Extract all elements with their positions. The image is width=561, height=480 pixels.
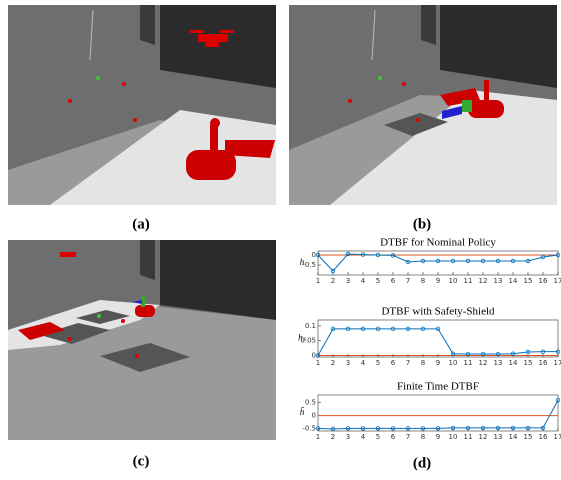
y-tick-label: 0: [312, 251, 316, 259]
x-tick-label: 6: [391, 433, 396, 441]
x-tick-label: 8: [421, 277, 425, 285]
panel-label: (d): [413, 455, 431, 471]
x-tick-label: 15: [524, 359, 533, 367]
x-tick-label: 12: [479, 277, 488, 285]
x-tick-label: 5: [376, 433, 380, 441]
chart-title: DTBF with Safety-Shield: [381, 306, 495, 318]
x-tick-label: 4: [361, 277, 366, 285]
x-tick-label: 4: [361, 359, 366, 367]
x-tick-label: 9: [436, 433, 440, 441]
x-tick-label: 3: [346, 433, 350, 441]
y-tick-label: 0.5: [305, 399, 316, 407]
x-tick-label: 15: [524, 433, 533, 441]
x-tick-label: 2: [331, 277, 335, 285]
x-tick-label: 8: [421, 433, 425, 441]
figure: DTBF for Nominal Policyh-0.5012345678910…: [0, 0, 561, 480]
x-tick-label: 14: [509, 359, 518, 367]
plot-area: [318, 320, 558, 357]
x-tick-label: 15: [524, 277, 533, 285]
y-tick-label: -0.5: [302, 424, 316, 432]
x-tick-label: 4: [361, 433, 366, 441]
x-tick-label: 14: [509, 433, 518, 441]
chart-title: Finite Time DTBF: [397, 381, 479, 393]
x-tick-label: 16: [539, 359, 548, 367]
x-tick-label: 11: [464, 359, 473, 367]
x-tick-label: 14: [509, 277, 518, 285]
x-tick-label: 7: [406, 359, 410, 367]
x-tick-label: 17: [554, 433, 561, 441]
panel-label: (a): [132, 216, 150, 232]
x-tick-label: 11: [464, 277, 473, 285]
x-tick-label: 6: [391, 359, 396, 367]
y-tick-label: 0.05: [300, 337, 316, 345]
chart-title: DTBF for Nominal Policy: [380, 237, 496, 249]
x-tick-label: 2: [331, 433, 335, 441]
render-b: [289, 5, 557, 205]
x-tick-label: 3: [346, 359, 350, 367]
x-tick-label: 11: [464, 433, 473, 441]
render-a: [8, 5, 276, 205]
y-tick-label: -0.5: [302, 261, 316, 269]
x-tick-label: 12: [479, 433, 488, 441]
panel-label: (c): [133, 453, 150, 469]
x-tick-label: 13: [494, 359, 503, 367]
x-tick-label: 9: [436, 359, 440, 367]
x-tick-label: 16: [539, 277, 548, 285]
x-tick-label: 16: [539, 433, 548, 441]
x-tick-label: 17: [554, 359, 561, 367]
x-tick-label: 2: [331, 359, 335, 367]
x-tick-label: 5: [376, 277, 380, 285]
x-tick-label: 1: [316, 359, 320, 367]
panel-label: (b): [413, 216, 431, 232]
x-tick-label: 13: [494, 277, 503, 285]
x-tick-label: 17: [554, 277, 561, 285]
x-tick-label: 10: [449, 433, 458, 441]
x-tick-label: 12: [479, 359, 488, 367]
x-tick-label: 3: [346, 277, 350, 285]
x-tick-label: 5: [376, 359, 380, 367]
x-tick-label: 9: [436, 277, 440, 285]
x-tick-label: 7: [406, 433, 410, 441]
x-tick-label: 1: [316, 277, 320, 285]
x-tick-label: 6: [391, 277, 396, 285]
x-tick-label: 10: [449, 277, 458, 285]
y-tick-label: 0: [312, 412, 316, 420]
x-tick-label: 13: [494, 433, 503, 441]
y-tick-label: 0.1: [305, 322, 316, 330]
y-axis-label: h̃: [300, 407, 305, 417]
x-tick-label: 7: [406, 277, 410, 285]
x-tick-label: 10: [449, 359, 458, 367]
x-tick-label: 1: [316, 433, 320, 441]
x-tick-label: 8: [421, 359, 425, 367]
plot-area: [318, 395, 558, 431]
render-c: [8, 240, 276, 440]
